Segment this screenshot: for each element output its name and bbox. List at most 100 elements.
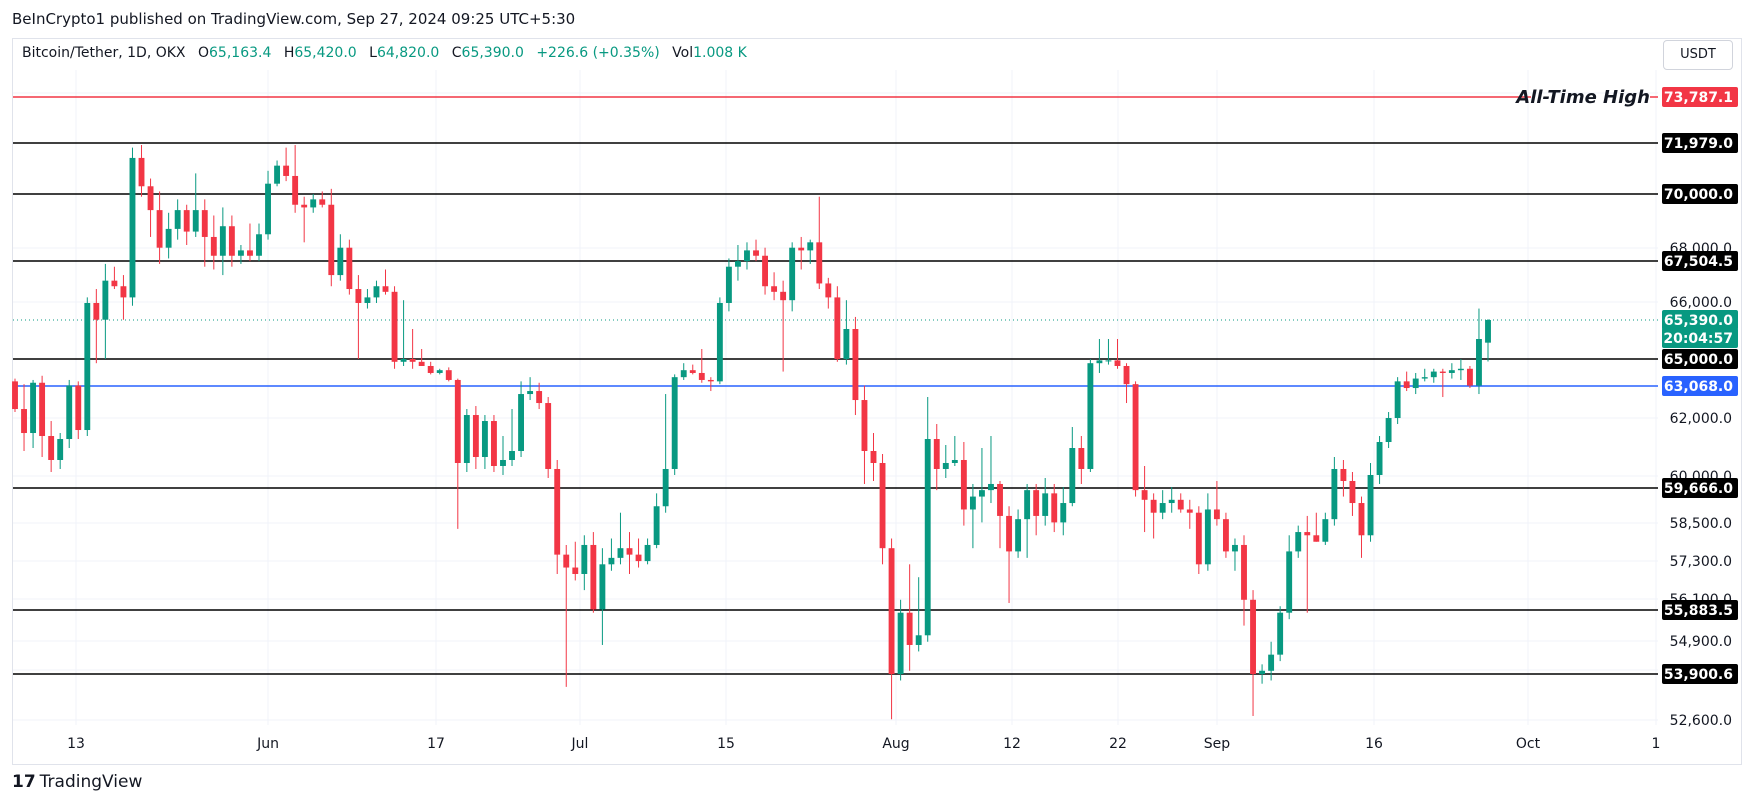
price-level-badge-bg [1662, 184, 1738, 204]
candle-body [617, 548, 624, 558]
candle-body [1150, 499, 1157, 513]
candle-body [445, 370, 452, 380]
candle-body [1105, 360, 1112, 362]
candle-body [57, 439, 64, 460]
candle-body [1286, 551, 1293, 613]
volume-label: Vol [672, 45, 694, 61]
candle-body [319, 199, 326, 205]
candle-body [834, 297, 841, 359]
price-level-badge: 59,666.0 [1664, 481, 1733, 497]
last-price-badge: 65,390.0 [1664, 313, 1733, 329]
candle-body [635, 554, 642, 562]
y-axis-tick-label: 57,300.0 [1670, 554, 1732, 570]
price-level-badge: 55,883.5 [1664, 603, 1733, 619]
change-value: +226.6 (+0.35%) [536, 45, 660, 61]
candle-body [120, 286, 127, 298]
annotation-text: All-Time High [1514, 87, 1650, 108]
candle-body [671, 377, 678, 469]
candle-body [1141, 490, 1148, 500]
candle-body [744, 250, 750, 262]
candle-body [454, 379, 461, 463]
candle-body [563, 554, 570, 568]
candle-body [707, 379, 714, 382]
candle-body [201, 210, 208, 237]
x-axis-tick-label: 1 [1652, 736, 1661, 752]
open-label: O [197, 45, 210, 61]
candle-body [1394, 381, 1401, 419]
countdown-badge-bg [1662, 328, 1738, 348]
candle-body [716, 302, 723, 382]
candle-body [409, 359, 416, 362]
candle-body [644, 544, 651, 562]
open-value: 65,163.4 [209, 45, 272, 61]
candle-body [979, 490, 985, 497]
candle-body [382, 286, 389, 292]
candle-body [988, 483, 994, 491]
candle-body [66, 385, 73, 440]
candle-body [852, 329, 859, 401]
candle-body [599, 564, 606, 610]
candle-body [183, 210, 190, 232]
candle-body [129, 157, 136, 298]
candle-body [418, 361, 425, 366]
candle-body [1466, 368, 1473, 386]
candle-body [1222, 519, 1229, 552]
tradingview-logo-icon: 17 [12, 772, 36, 792]
candle-body [897, 612, 904, 675]
y-axis-tick-label: 58,500.0 [1670, 516, 1732, 532]
candle-body [364, 297, 371, 303]
header-bar: BeInCrypto1 published on TradingView.com… [0, 0, 1754, 38]
candle-body [1403, 381, 1410, 389]
candle-body [1069, 448, 1076, 504]
candle-body [491, 421, 497, 466]
candle-body [48, 436, 55, 460]
symbol-label[interactable]: Bitcoin/Tether, 1D, OKX [22, 45, 186, 61]
candle-body [951, 459, 958, 463]
high-label: H [283, 45, 295, 61]
x-axis-tick-label: Aug [882, 736, 909, 752]
candle-body [1367, 474, 1374, 536]
candle-body [798, 247, 805, 251]
candle-body [1322, 519, 1329, 542]
candle-body [735, 261, 741, 267]
price-level-badge: 73,787.1 [1664, 90, 1733, 106]
candle-body [1060, 503, 1067, 523]
footer-brand: TradingView [39, 772, 143, 792]
candle-body [1250, 599, 1256, 675]
candle-body [1340, 468, 1347, 481]
candle-body [1457, 368, 1464, 371]
candle-body [1132, 384, 1139, 491]
candle-body [807, 242, 814, 251]
candle-body [626, 548, 633, 555]
candle-body [93, 302, 100, 320]
candle-body [1177, 499, 1184, 510]
candle-body [138, 157, 145, 187]
low-value: 64,820.0 [376, 45, 440, 61]
candle-body [346, 247, 353, 290]
candle-body [1087, 363, 1094, 469]
candle-body [174, 210, 181, 229]
candle-body [816, 242, 823, 284]
candle-body [12, 381, 18, 410]
candle-body [1051, 493, 1058, 523]
candle-body [147, 186, 154, 211]
price-level-badge-bg [1662, 251, 1738, 271]
candle-body [861, 400, 868, 452]
candle-body [481, 421, 488, 457]
candle-body [355, 289, 362, 303]
candle-body [1439, 371, 1446, 373]
price-level-badge: 53,900.6 [1664, 667, 1733, 683]
candle-body [1268, 654, 1275, 671]
candle-body [1331, 468, 1338, 520]
currency-button[interactable]: USDT [1663, 40, 1733, 70]
candle-body [192, 210, 199, 232]
high-value: 65,420.0 [294, 45, 357, 61]
candle-body [1358, 503, 1365, 536]
candle-body [30, 382, 37, 434]
candle-body [1186, 509, 1193, 513]
candle-body [1015, 519, 1022, 552]
candle-body [662, 468, 669, 507]
candle-body [906, 612, 913, 645]
tradingview-footer[interactable]: 17 TradingView [12, 772, 142, 792]
